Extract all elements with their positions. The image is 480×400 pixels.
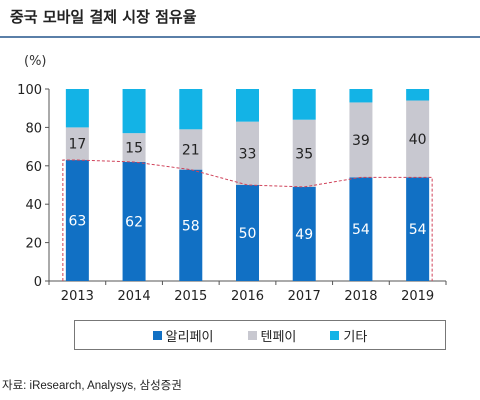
- y-tick-label: 40: [25, 198, 42, 213]
- x-tick-label: 2018: [344, 289, 377, 304]
- x-tick-label: 2015: [174, 289, 207, 304]
- y-tick-label: 0: [34, 275, 42, 290]
- data-label-alipay: 58: [182, 218, 200, 234]
- stacked-bar-chart: 0 20 40 60 80 100 63 17 2013 62 15 2014 58 21 2015 50 33…: [17, 83, 447, 304]
- y-tick-label: 20: [25, 237, 42, 252]
- y-axis-unit-label: (%): [24, 54, 47, 69]
- legend-swatch-other: [330, 330, 340, 340]
- legend-swatch-alipay: [152, 330, 162, 340]
- x-tick-label: 2013: [61, 289, 94, 304]
- x-tick-label: 2014: [118, 289, 151, 304]
- x-tick-label: 2019: [401, 289, 434, 304]
- bar-segment-alipay: [349, 177, 373, 281]
- bar-segment-other: [65, 89, 89, 128]
- bar-segment-alipay: [122, 161, 146, 281]
- data-label-alipay: 62: [125, 214, 143, 230]
- bar-segment-alipay: [236, 185, 259, 281]
- data-label-tenpay: 39: [352, 133, 370, 149]
- legend-label-other: 기타: [343, 329, 368, 345]
- bar-segment-tenpay: [406, 100, 430, 178]
- title-divider: [0, 36, 480, 38]
- bar-segment-tenpay: [236, 121, 259, 185]
- bar-segment-alipay: [179, 169, 203, 281]
- data-label-tenpay: 33: [239, 146, 257, 162]
- legend-item-tenpay: 텐페이: [247, 326, 297, 345]
- legend-label-tenpay: 텐페이: [260, 329, 297, 345]
- chart-title: 중국 모바일 결제 시장 점유율: [10, 8, 197, 26]
- legend-swatch-tenpay: [247, 330, 257, 340]
- y-tick-label: 60: [25, 160, 42, 175]
- data-label-tenpay: 21: [182, 142, 200, 158]
- bar-segment-tenpay: [122, 133, 146, 162]
- chart-legend: 알리페이 텐페이 기타: [74, 320, 446, 350]
- bar-segment-alipay: [65, 160, 89, 281]
- y-tick-label: 80: [25, 121, 42, 136]
- data-label-alipay: 54: [352, 222, 370, 238]
- bar-segment-tenpay: [65, 127, 89, 161]
- bar-segment-tenpay: [292, 119, 316, 187]
- x-tick-label: 2016: [231, 289, 264, 304]
- data-label-tenpay: 35: [295, 146, 313, 162]
- bar-segment-alipay: [406, 177, 430, 281]
- data-label-alipay: 54: [409, 222, 427, 238]
- bar-segment-other: [179, 89, 203, 130]
- data-label-alipay: 49: [295, 227, 313, 243]
- y-tick-label: 100: [17, 83, 42, 98]
- bar-segment-other: [122, 89, 146, 134]
- source-note: 자료: iResearch, Analysys, 삼성증권: [2, 380, 182, 392]
- data-label-tenpay: 15: [125, 141, 143, 157]
- legend-item-alipay: 알리페이: [152, 326, 214, 345]
- bar-segment-other: [292, 89, 316, 120]
- legend-label-alipay: 알리페이: [165, 329, 214, 345]
- alipay-trend-dashed-line: [62, 159, 433, 281]
- bar-segment-tenpay: [349, 102, 373, 178]
- data-label-tenpay: 40: [409, 132, 427, 148]
- legend-item-other: 기타: [330, 326, 367, 345]
- bar-segment-other: [236, 89, 259, 122]
- data-label-alipay: 50: [239, 226, 257, 242]
- data-label-tenpay: 17: [68, 137, 86, 153]
- bar-segment-tenpay: [179, 129, 203, 170]
- bar-segment-other: [349, 89, 373, 103]
- bar-segment-alipay: [292, 186, 316, 281]
- x-tick-label: 2017: [288, 289, 321, 304]
- bar-segment-other: [406, 89, 430, 101]
- data-label-alipay: 63: [68, 214, 86, 230]
